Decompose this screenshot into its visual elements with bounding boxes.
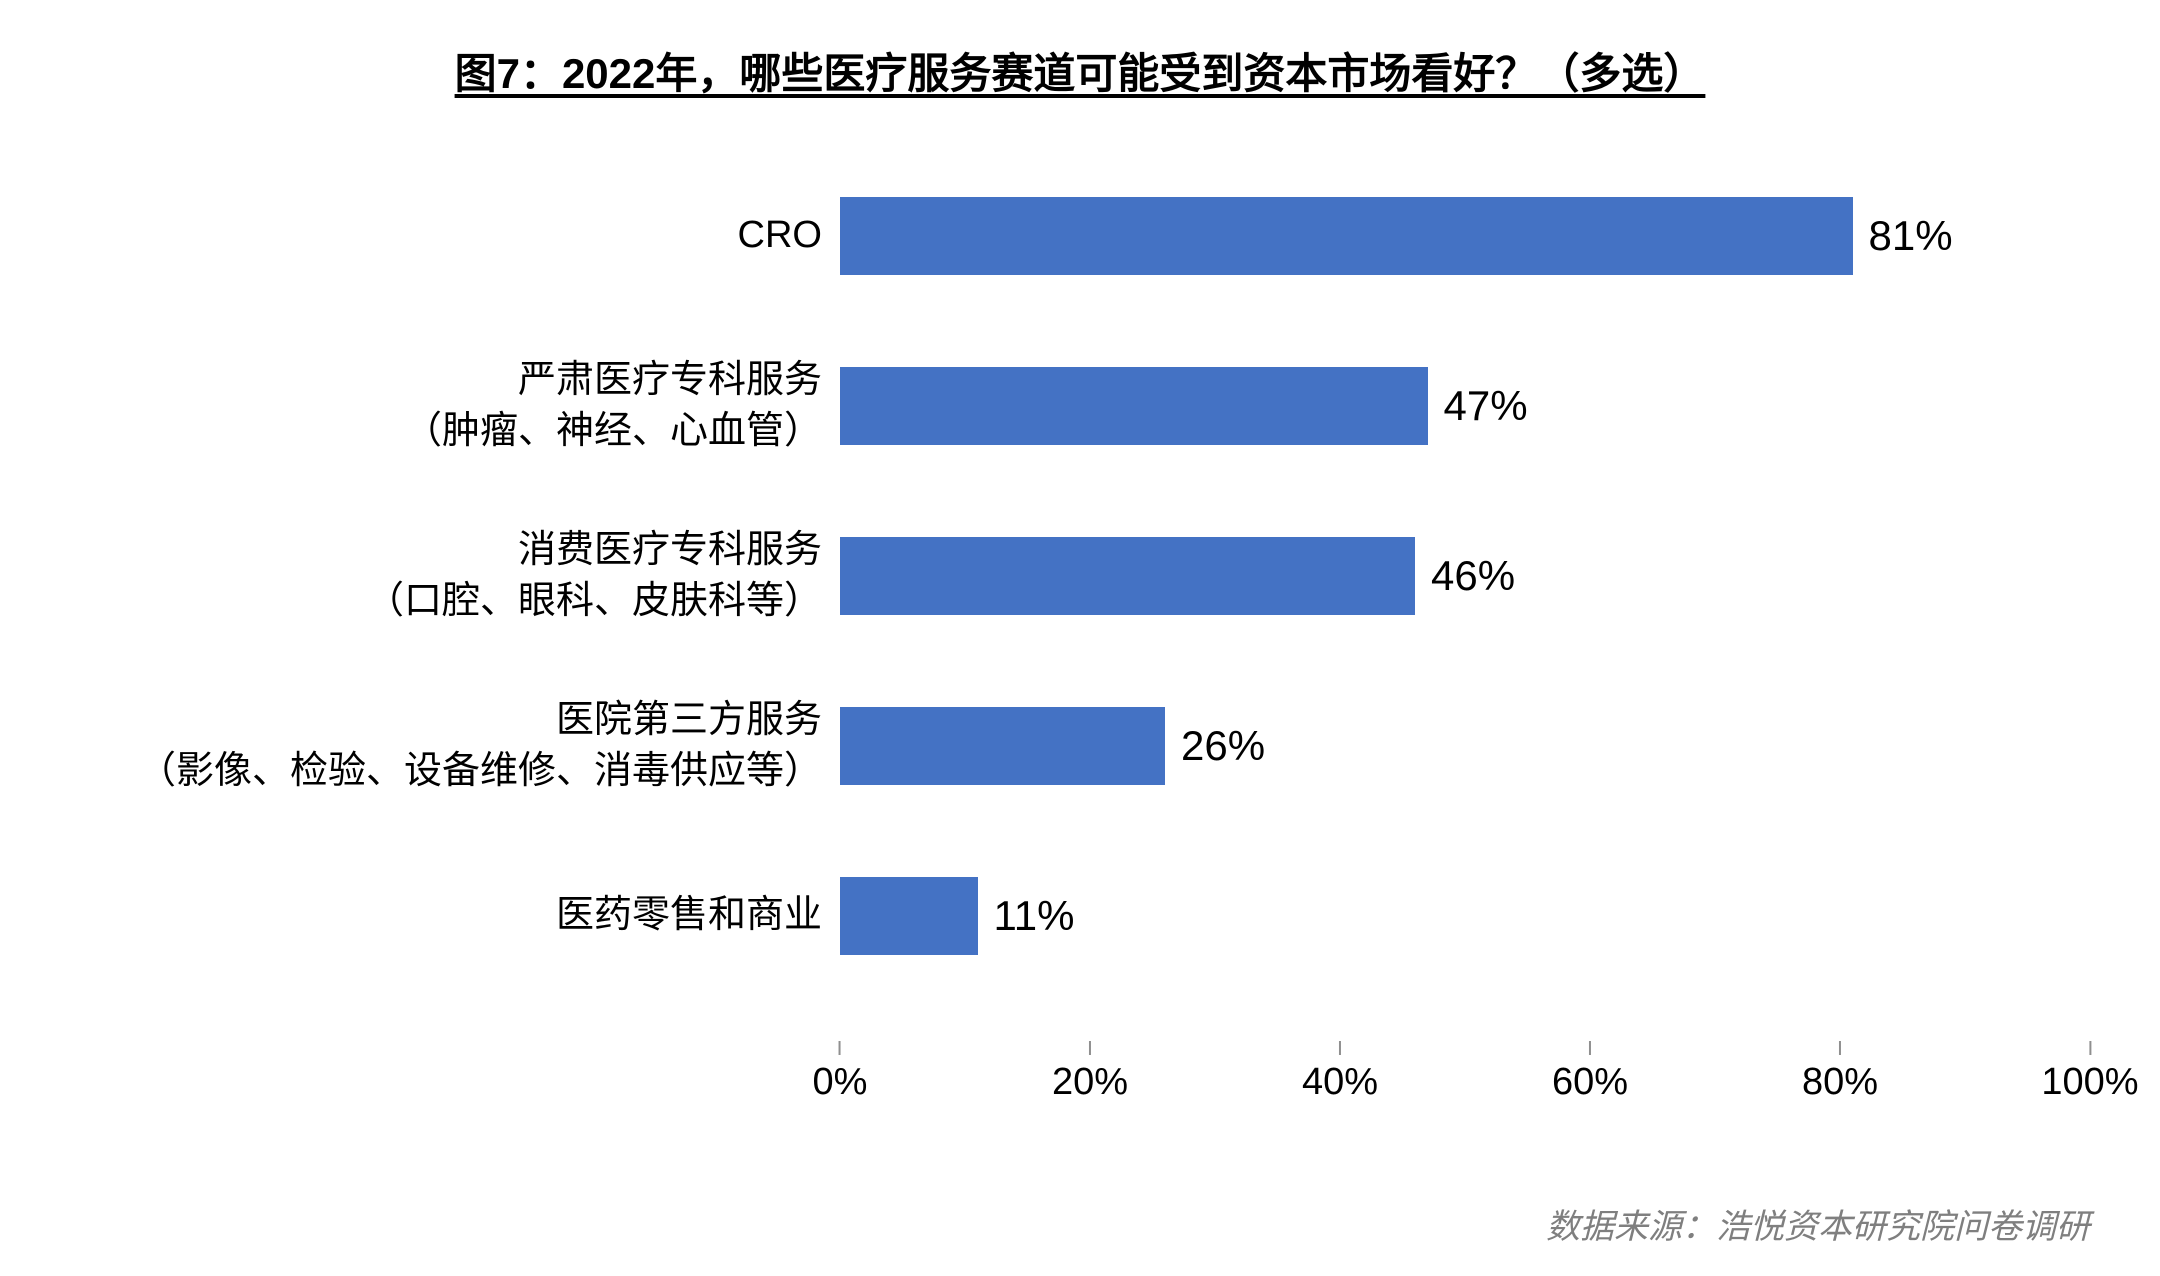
tick-mark: [2089, 1041, 2091, 1055]
tick-mark: [1089, 1041, 1091, 1055]
category-label: 医药零售和商业: [70, 890, 840, 941]
bar-track: 11%: [840, 831, 2090, 1001]
bar-row: 消费医疗专科服务（口腔、眼科、皮肤科等） 46%: [70, 491, 2090, 661]
tick-label: 20%: [1052, 1061, 1128, 1104]
bar-value-label: 46%: [1431, 552, 1515, 600]
x-axis-tick: 100%: [2041, 1041, 2138, 1104]
bar-track: 26%: [840, 661, 2090, 831]
x-axis-tick: 0%: [813, 1041, 868, 1104]
category-label: 医院第三方服务（影像、检验、设备维修、消毒供应等）: [70, 695, 840, 798]
bar-track: 47%: [840, 321, 2090, 491]
bar-value-label: 47%: [1444, 382, 1528, 430]
tick-label: 80%: [1802, 1061, 1878, 1104]
plot-area: CRO 81% 严肃医疗专科服务（肿瘤、神经、心血管） 47% 消费医疗专科服务（口腔、…: [70, 151, 2090, 1001]
tick-label: 60%: [1552, 1061, 1628, 1104]
bar: [840, 707, 1165, 785]
bar-value-label: 11%: [994, 892, 1075, 940]
x-axis-tick: 20%: [1052, 1041, 1128, 1104]
tick-mark: [1839, 1041, 1841, 1055]
tick-label: 0%: [813, 1061, 868, 1104]
x-axis-tick: 60%: [1552, 1041, 1628, 1104]
bar-value-label: 81%: [1869, 212, 1953, 260]
bar: [840, 537, 1415, 615]
source-text: 数据来源：浩悦资本研究院问卷调研: [1546, 1199, 2090, 1248]
tick-mark: [1589, 1041, 1591, 1055]
axis-spacer: [70, 1041, 840, 1111]
chart-title: 图7：2022年，哪些医疗服务赛道可能受到资本市场看好？（多选）: [70, 40, 2090, 101]
axis-scale: 0%20%40%60%80%100%: [840, 1041, 2090, 1111]
bar-row: CRO 81%: [70, 151, 2090, 321]
category-label: 消费医疗专科服务（口腔、眼科、皮肤科等）: [70, 525, 840, 628]
bar: [840, 197, 1853, 275]
x-axis: 0%20%40%60%80%100%: [70, 1041, 2090, 1111]
chart-container: 图7：2022年，哪些医疗服务赛道可能受到资本市场看好？（多选） CRO 81% 严…: [0, 0, 2160, 1276]
bar: [840, 367, 1428, 445]
tick-label: 100%: [2041, 1061, 2138, 1104]
x-axis-tick: 80%: [1802, 1041, 1878, 1104]
tick-mark: [1339, 1041, 1341, 1055]
category-label: 严肃医疗专科服务（肿瘤、神经、心血管）: [70, 355, 840, 458]
tick-mark: [839, 1041, 841, 1055]
bar-row: 医药零售和商业 11%: [70, 831, 2090, 1001]
tick-label: 40%: [1302, 1061, 1378, 1104]
bar-value-label: 26%: [1181, 722, 1265, 770]
category-label: CRO: [70, 210, 840, 261]
bar-row: 医院第三方服务（影像、检验、设备维修、消毒供应等） 26%: [70, 661, 2090, 831]
bar-track: 46%: [840, 491, 2090, 661]
bar-row: 严肃医疗专科服务（肿瘤、神经、心血管） 47%: [70, 321, 2090, 491]
bar: [840, 877, 978, 955]
x-axis-tick: 40%: [1302, 1041, 1378, 1104]
bar-track: 81%: [840, 151, 2090, 321]
